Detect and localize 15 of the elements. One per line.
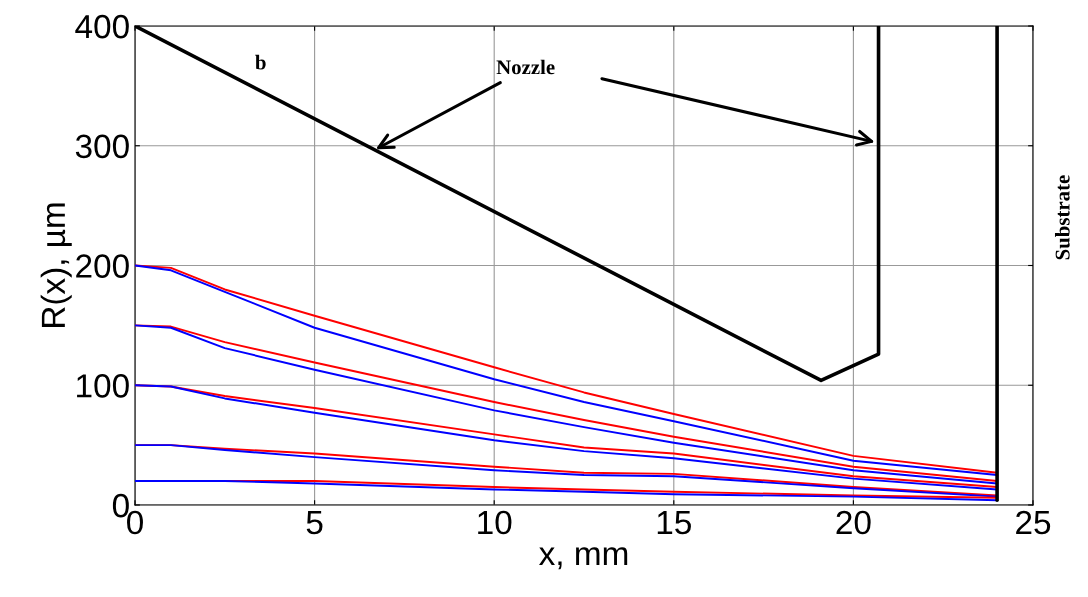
y-tick-label: 300	[75, 134, 129, 159]
y-axis-title: R(x), µm	[40, 203, 72, 327]
y-tick-label: 0	[112, 493, 129, 518]
y-tick-label: 200	[76, 254, 129, 278]
x-tick-label: 25	[1016, 510, 1051, 535]
x-tick-label: 20	[836, 510, 871, 535]
annotation: b	[255, 54, 266, 70]
x-axis-title: x, mm	[539, 547, 628, 570]
y-tick-label: 400	[75, 14, 129, 39]
annotation: Nozzle	[496, 59, 555, 75]
text: Substrate	[1054, 175, 1070, 260]
y-tick-label: 100	[77, 374, 129, 398]
x-tick-label: 10	[478, 510, 512, 535]
x-tick-label: 5	[306, 511, 323, 535]
x-tick-label: 15	[657, 511, 691, 535]
